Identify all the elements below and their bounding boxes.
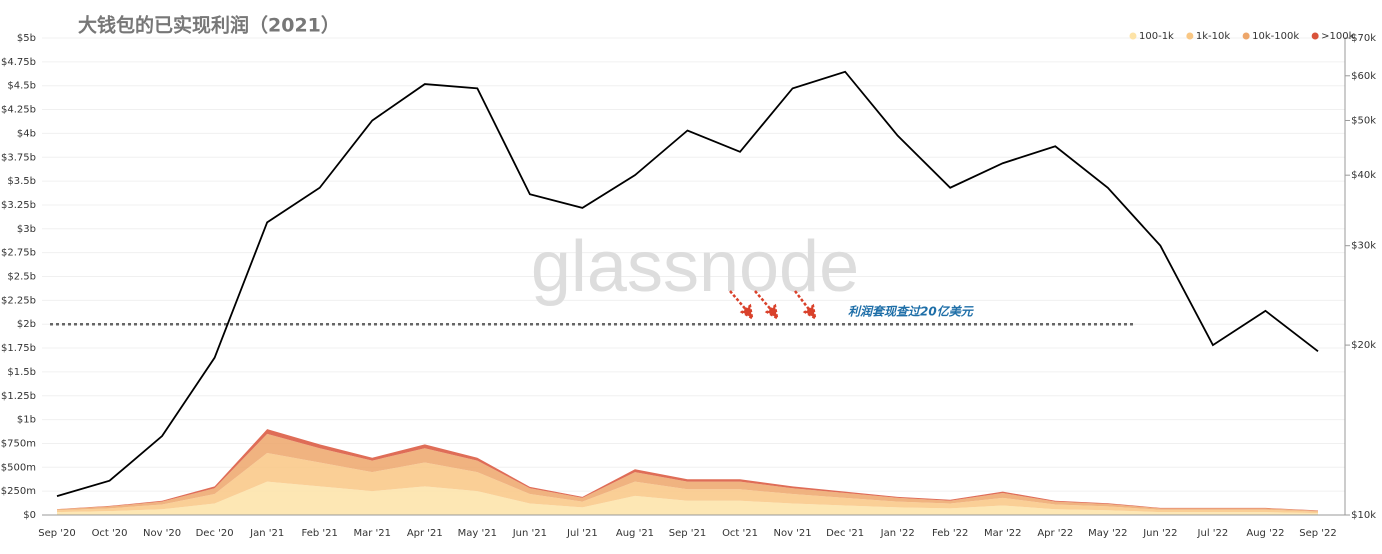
y2-tick-label: $30k [1351, 241, 1376, 252]
x-tick-label: Oct '20 [92, 528, 128, 539]
y-tick-label: $2.75b [1, 248, 36, 259]
watermark: glassnode [531, 227, 859, 307]
y-tick-label: $2.25b [1, 295, 36, 306]
arrows [729, 290, 817, 321]
y-tick-label: $1.75b [1, 343, 36, 354]
x-tick-label: Apr '21 [407, 528, 443, 539]
y-tick-label: $250m [1, 486, 36, 497]
area [57, 481, 1318, 515]
legend-swatch [1311, 32, 1319, 40]
y-tick-label: $1.5b [7, 367, 36, 378]
area [57, 452, 1318, 514]
legend-label: >100k [1321, 31, 1354, 42]
x-tick-label: Jul '22 [1197, 528, 1229, 539]
y-tick-label: $4.5b [7, 81, 36, 92]
x-tick-label: Dec '21 [826, 528, 864, 539]
legend-swatch [1242, 32, 1250, 40]
y-tick-label: $5b [17, 33, 36, 44]
y-tick-label: $750m [1, 438, 36, 449]
y-tick-label: $3.5b [7, 176, 36, 187]
legend-label: 100-1k [1139, 31, 1174, 42]
chart-title: 大钱包的已实现利润（2021） [78, 14, 340, 37]
x-tick-label: Mar '21 [353, 528, 391, 539]
y-tick-label: $3b [17, 224, 36, 235]
price-line [56, 70, 1319, 497]
x-tick-label: May '21 [458, 528, 497, 539]
y-tick-label: $1.25b [1, 391, 36, 402]
x-tick-label: May '22 [1088, 528, 1127, 539]
y-tick-label: $2b [17, 319, 36, 330]
legend-label: 1k-10k [1196, 31, 1230, 42]
x-tick-label: Aug '21 [616, 528, 654, 539]
x-tick-label: Sep '22 [1299, 528, 1337, 539]
y-tick-label: $0 [23, 510, 36, 521]
y-tick-label: $4.25b [1, 105, 36, 116]
legend-label: 10k-100k [1252, 31, 1299, 42]
x-tick-label: Jul '21 [566, 528, 598, 539]
y-tick-label: $4.75b [1, 57, 36, 68]
y-tick-label: $3.75b [1, 152, 36, 163]
x-tick-label: Feb '22 [932, 528, 968, 539]
annotation: 利润套现查过20亿美元 [848, 305, 975, 319]
x-tick-label: Nov '21 [773, 528, 811, 539]
y2-tick-label: $10k [1351, 510, 1376, 521]
legend-swatch [1129, 32, 1137, 40]
x-tick-label: Dec '20 [196, 528, 234, 539]
x-tick-label: Jun '21 [512, 528, 547, 539]
x-tick-label: Sep '20 [38, 528, 76, 539]
y2-tick-label: $20k [1351, 340, 1376, 351]
x-tick-label: Feb '21 [302, 528, 338, 539]
x-tick-label: Jun '22 [1142, 528, 1177, 539]
y-tick-label: $2.5b [7, 272, 36, 283]
y2-tick-label: $70k [1351, 33, 1376, 44]
x-tick-label: Aug '22 [1246, 528, 1284, 539]
y-tick-label: $4b [17, 128, 36, 139]
y-tick-label: $1b [17, 415, 36, 426]
y2-tick-label: $40k [1351, 170, 1376, 181]
legend-swatch [1186, 32, 1194, 40]
x-tick-label: Jan '21 [249, 528, 284, 539]
x-tick-label: Oct '21 [722, 528, 758, 539]
x-tick-label: Sep '21 [669, 528, 707, 539]
y2-tick-label: $60k [1351, 71, 1376, 82]
x-tick-label: Apr '22 [1037, 528, 1073, 539]
y-tick-label: $3.25b [1, 200, 36, 211]
x-tick-label: Nov '20 [143, 528, 181, 539]
x-tick-label: Jan '22 [880, 528, 915, 539]
y2-tick-label: $50k [1351, 115, 1376, 126]
x-tick-label: Mar '22 [984, 528, 1022, 539]
y-tick-label: $500m [1, 462, 36, 473]
